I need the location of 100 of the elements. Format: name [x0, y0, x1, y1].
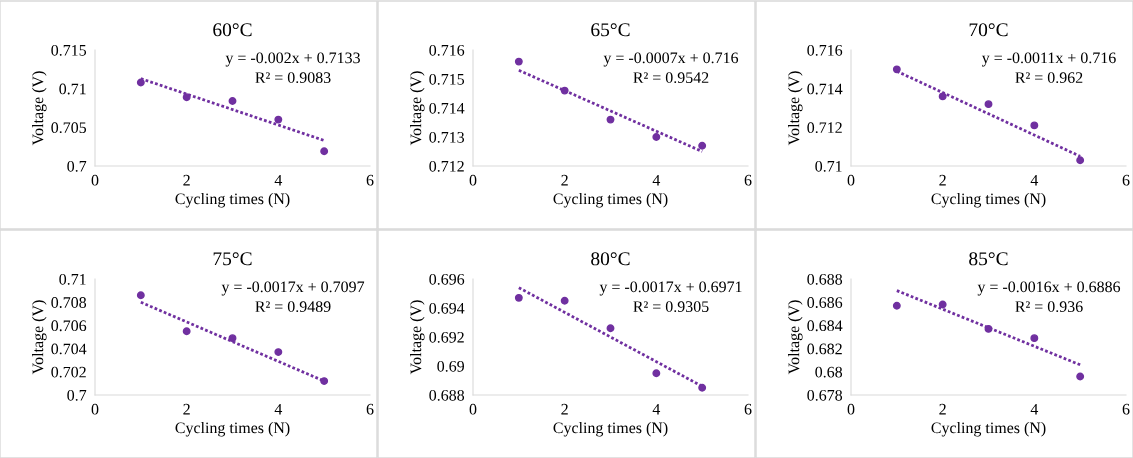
point — [182, 93, 191, 102]
x-tick-label: 0 — [469, 174, 477, 186]
x-axis-title: Cycling times (N) — [175, 421, 290, 437]
point — [136, 291, 145, 300]
point — [320, 377, 329, 386]
chart-title: 75°C — [213, 252, 252, 266]
point — [1076, 156, 1085, 165]
point — [606, 324, 615, 333]
x-axis-title: Cycling times (N) — [175, 192, 290, 208]
annotation: R² = 0.936 — [1015, 301, 1083, 313]
y-tick-label: 0.692 — [429, 331, 464, 343]
annotation: y = -0.0016x + 0.6886 — [977, 281, 1121, 296]
x-tick-label: 4 — [274, 174, 283, 186]
y-tick-label: 0.71 — [815, 160, 842, 172]
y-tick-label: 0.712 — [429, 160, 464, 172]
x-axis-title: Cycling times (N) — [931, 421, 1046, 437]
point — [274, 348, 283, 357]
y-tick-label: 0.706 — [51, 320, 87, 332]
point — [984, 100, 993, 109]
x-tick-label: 2 — [183, 403, 190, 415]
chart-title: 65°C — [591, 23, 630, 37]
y-tick-label: 0.682 — [807, 343, 842, 355]
y-tick-label: 0.714 — [807, 83, 843, 95]
point — [652, 369, 661, 378]
y-tick-label: 0.69 — [437, 360, 465, 372]
x-axis-title: Cycling times (N) — [553, 421, 668, 437]
y-tick-label: 0.678 — [807, 389, 843, 401]
y-tick-label: 0.716 — [807, 44, 843, 56]
x-tick-label: 6 — [366, 403, 374, 415]
y-tick-label: 0.702 — [51, 366, 86, 378]
y-tick-label: 0.68 — [815, 366, 843, 378]
y-axis-title: Voltage (V) — [32, 300, 47, 375]
x-tick-label: 0 — [91, 174, 99, 186]
y-tick-label: 0.715 — [429, 73, 465, 85]
point — [560, 296, 569, 305]
point — [514, 293, 523, 302]
annotation: R² = 0.9542 — [633, 72, 709, 84]
y-tick-label: 0.7 — [67, 389, 87, 401]
y-tick-label: 0.713 — [429, 131, 465, 143]
x-tick-label: 0 — [469, 403, 477, 415]
y-tick-label: 0.71 — [59, 273, 86, 285]
point — [938, 92, 947, 101]
y-axis-title: Voltage (V) — [788, 71, 803, 146]
point — [606, 115, 615, 124]
x-tick-label: 4 — [652, 403, 661, 415]
chart-title: 60°C — [213, 23, 252, 37]
x-tick-label: 0 — [847, 403, 855, 415]
y-tick-label: 0.716 — [429, 44, 465, 56]
point — [892, 301, 901, 310]
point — [1030, 121, 1039, 130]
annotation: R² = 0.9305 — [633, 301, 709, 313]
y-tick-label: 0.688 — [429, 389, 465, 401]
x-tick-label: 0 — [91, 403, 99, 415]
annotation: y = -0.0011x + 0.716 — [981, 52, 1116, 67]
point — [560, 86, 569, 95]
y-axis-title: Voltage (V) — [32, 71, 47, 146]
annotation: y = -0.0017x + 0.7097 — [221, 281, 365, 296]
x-tick-label: 6 — [744, 174, 752, 186]
x-tick-label: 4 — [1030, 403, 1039, 415]
chart-title: 80°C — [591, 252, 630, 266]
y-tick-label: 0.712 — [807, 122, 842, 134]
point — [514, 57, 523, 66]
y-tick-label: 0.71 — [59, 83, 86, 95]
x-tick-label: 6 — [366, 174, 374, 186]
x-tick-label: 4 — [274, 403, 283, 415]
y-tick-label: 0.714 — [429, 102, 465, 114]
x-axis-title: Cycling times (N) — [931, 192, 1046, 208]
x-axis-title: Cycling times (N) — [553, 192, 668, 208]
y-axis-title: Voltage (V) — [410, 300, 425, 375]
annotation: y = -0.0007x + 0.716 — [603, 52, 739, 67]
point — [652, 133, 661, 141]
annotation: R² = 0.9083 — [255, 72, 331, 84]
x-tick-label: 6 — [1122, 174, 1130, 186]
point — [984, 324, 993, 333]
x-tick-label: 0 — [847, 174, 855, 186]
point — [320, 147, 329, 156]
point — [228, 97, 237, 105]
point — [1076, 372, 1085, 381]
x-tick-label: 4 — [1030, 174, 1039, 186]
point — [698, 141, 707, 150]
annotation: R² = 0.9489 — [255, 301, 331, 313]
chart-title: 70°C — [969, 23, 1008, 37]
y-axis-title: Voltage (V) — [788, 300, 803, 375]
y-tick-label: 0.715 — [51, 44, 87, 56]
x-tick-label: 6 — [744, 403, 752, 415]
point — [938, 300, 947, 309]
point — [698, 383, 707, 392]
y-tick-label: 0.696 — [429, 273, 465, 285]
y-tick-label: 0.684 — [807, 320, 843, 332]
y-axis-title: Voltage (V) — [410, 71, 425, 146]
x-tick-label: 2 — [561, 403, 568, 415]
y-tick-label: 0.705 — [51, 122, 87, 134]
point — [892, 65, 901, 74]
y-tick-label: 0.7 — [67, 160, 87, 172]
x-tick-label: 2 — [939, 403, 946, 415]
y-tick-label: 0.688 — [807, 273, 843, 285]
x-tick-label: 2 — [561, 174, 568, 186]
y-tick-label: 0.694 — [429, 302, 465, 314]
y-tick-label: 0.708 — [51, 297, 87, 308]
point — [274, 115, 283, 124]
